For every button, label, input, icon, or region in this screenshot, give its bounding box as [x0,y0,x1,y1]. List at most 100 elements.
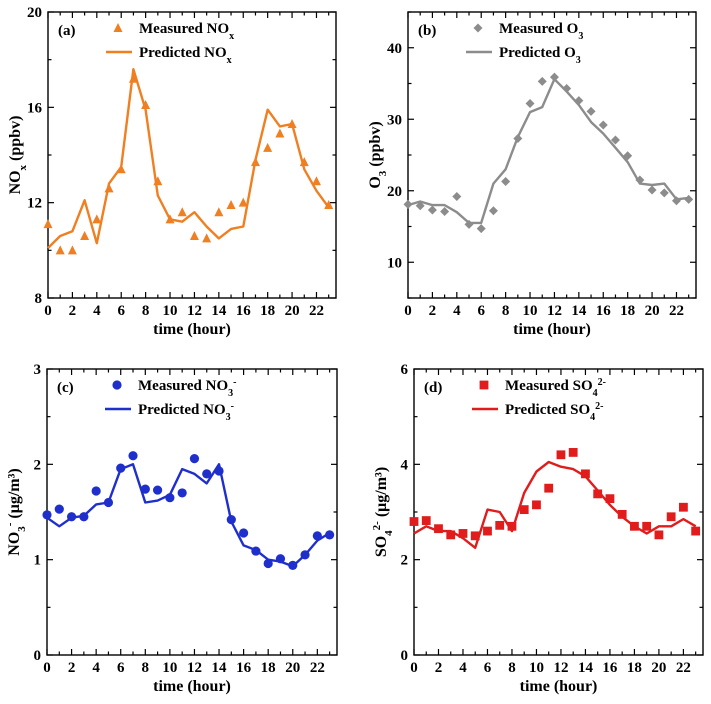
predicted-series-line [46,463,331,568]
measured-point [103,497,114,508]
measured-point [92,214,102,224]
measured-point [288,560,298,570]
x-tick-label: 18 [620,303,635,319]
measured-point [415,201,425,211]
legend-label-predicted: Predicted SO42- [505,401,603,423]
legend-marker [479,380,489,390]
measured-point [165,493,175,503]
measured-point [556,450,566,460]
measured-point [263,142,273,152]
x-tick-label: 2 [68,660,76,676]
x-tick-label: 16 [236,660,252,676]
y-tick-label: 12 [27,196,42,212]
measured-point [226,515,236,525]
measured-point [177,488,187,498]
x-tick-label: 18 [627,660,642,676]
x-tick-label: 8 [142,660,150,676]
predicted-series-line [407,77,689,225]
x-tick-label: 12 [187,660,202,676]
x-tick-label: 8 [508,660,516,676]
panel-label: (d) [424,380,442,396]
y-tick-label: 40 [387,41,402,57]
x-tick-label: 2 [435,660,443,676]
legend-label-predicted: Predicted NOx [139,45,232,66]
measured-point [299,157,309,167]
y-tick-label: 0 [34,648,42,664]
x-tick-label: 4 [92,660,100,676]
measured-point [79,512,89,522]
measured-point [403,199,413,209]
x-tick-label: 14 [571,303,587,319]
x-tick-label: 6 [117,303,125,319]
x-tick-label: 12 [547,303,562,319]
measured-point [691,526,701,536]
measured-point [525,99,535,109]
measured-point [598,120,608,130]
legend-label-measured: Measured NO3- [138,377,236,399]
measured-point [250,157,260,167]
x-tick-label: 6 [117,660,125,676]
x-tick-label: 14 [211,303,227,319]
measured-point [202,233,212,243]
measured-point [312,531,322,541]
measured-point [251,546,261,556]
y-axis-title: SO42- (μg/m³) [371,467,395,557]
measured-point [300,550,310,560]
measured-point [427,205,437,215]
measured-point [66,512,77,522]
measured-point [562,84,572,94]
measured-point [488,206,498,216]
legend-label-predicted: Predicted O3 [499,45,581,66]
x-tick-label: 18 [260,303,275,319]
measured-point [642,521,652,531]
y-tick-label: 6 [401,362,409,378]
x-tick-label: 6 [484,660,492,676]
measured-point [519,505,529,515]
measured-point [549,72,559,82]
measured-point [684,194,694,204]
x-tick-label: 0 [43,660,51,676]
x-tick-label: 8 [502,303,510,319]
y-tick-label: 8 [35,291,43,307]
x-tick-label: 12 [553,660,568,676]
x-tick-label: 18 [261,660,276,676]
x-tick-label: 4 [93,303,101,319]
measured-point [104,183,114,193]
measured-point [501,176,511,186]
x-tick-label: 0 [44,303,52,319]
measured-point [275,554,286,564]
x-tick-label: 20 [645,303,660,319]
chart-panel-1: 0 2 4 6 8 10 12 14 16 18 20 22 8 12 16 20 time (hour) NOx… [7,5,337,338]
measured-point [452,191,462,201]
x-tick-label: 14 [212,660,228,676]
measured-point [128,73,138,83]
measured-point [581,469,590,479]
measured-point [507,521,517,531]
measured-point [238,197,248,207]
measured-point [165,214,175,224]
measured-point [214,207,224,217]
measured-point [574,96,584,106]
y-tick-label: 0 [401,648,409,664]
x-axis-title: time (hour) [520,678,598,695]
measured-point [42,510,52,520]
measured-point [67,245,77,255]
measured-point [586,106,596,116]
measured-point [605,494,615,504]
y-tick-label: 30 [387,112,402,128]
measured-point [434,524,443,534]
x-tick-label: 0 [404,303,412,319]
measured-point [446,530,456,540]
y-tick-label: 4 [401,457,409,473]
y-tick-label: 20 [387,184,402,200]
measured-point [80,231,90,241]
x-tick-label: 10 [162,660,177,676]
measured-point [263,558,273,569]
panel-label: (b) [418,23,436,39]
measured-point [189,231,199,241]
y-tick-label: 2 [34,457,42,473]
x-tick-label: 4 [459,660,467,676]
x-tick-label: 20 [651,660,666,676]
